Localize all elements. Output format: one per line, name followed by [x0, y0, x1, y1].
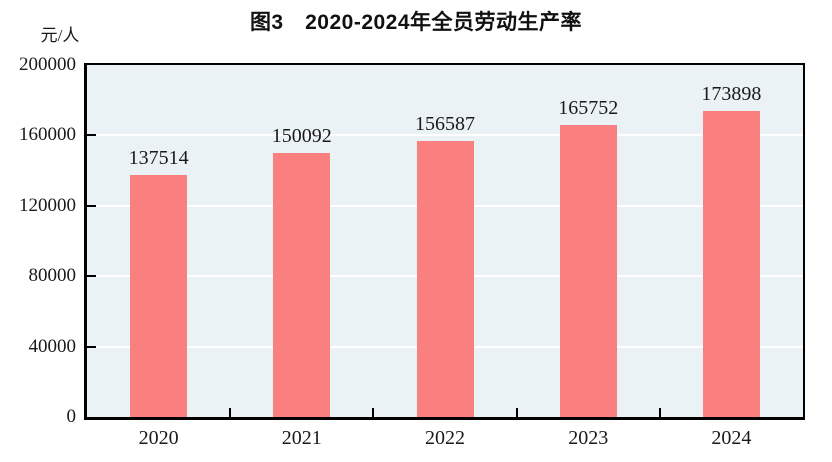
bar-2023: [559, 125, 617, 417]
y-axis-tick-mark: [87, 204, 96, 207]
gridline: [87, 134, 803, 137]
y-axis-tick-label: 200000: [19, 54, 76, 75]
plot-area: 137514 150092 156587 165752 173898: [84, 63, 805, 420]
bar-2020: [130, 174, 188, 417]
x-axis-tick-mark: [515, 408, 518, 417]
x-axis-tick-mark: [658, 408, 661, 417]
x-axis-tick-label: 2020: [138, 427, 179, 449]
y-axis-tick-mark: [87, 134, 96, 137]
x-axis-tick-label: 2024: [711, 427, 752, 449]
y-axis-tick-label: 40000: [28, 335, 77, 357]
y-axis-tick-mark: [87, 275, 96, 278]
y-axis-unit-label: 元/人: [40, 26, 80, 45]
bar-value-label: 165752: [558, 97, 619, 120]
x-axis-tick-mark: [229, 408, 232, 417]
x-axis-tick-mark: [372, 408, 375, 417]
chart-title: 图3 2020-2024年全员劳动生产率: [249, 11, 583, 34]
x-axis-tick-label: 2023: [568, 427, 609, 449]
bar-value-label: 173898: [701, 82, 762, 105]
bar-2024: [702, 110, 760, 417]
y-axis-tick-mark: [87, 345, 96, 348]
y-axis-tick-label: 160000: [19, 124, 76, 146]
y-axis-tick-label: 120000: [19, 194, 76, 216]
bar-value-label: 137514: [128, 146, 189, 169]
bar-value-label: 156587: [415, 113, 475, 136]
bar-2022: [416, 141, 474, 417]
bar-value-label: 150092: [271, 124, 332, 147]
y-axis-tick-label: 0: [66, 406, 77, 427]
y-axis-tick-label: 80000: [28, 265, 77, 287]
x-axis-tick-label: 2021: [281, 427, 322, 449]
bar-2021: [273, 152, 331, 417]
x-axis-tick-label: 2022: [425, 427, 465, 449]
